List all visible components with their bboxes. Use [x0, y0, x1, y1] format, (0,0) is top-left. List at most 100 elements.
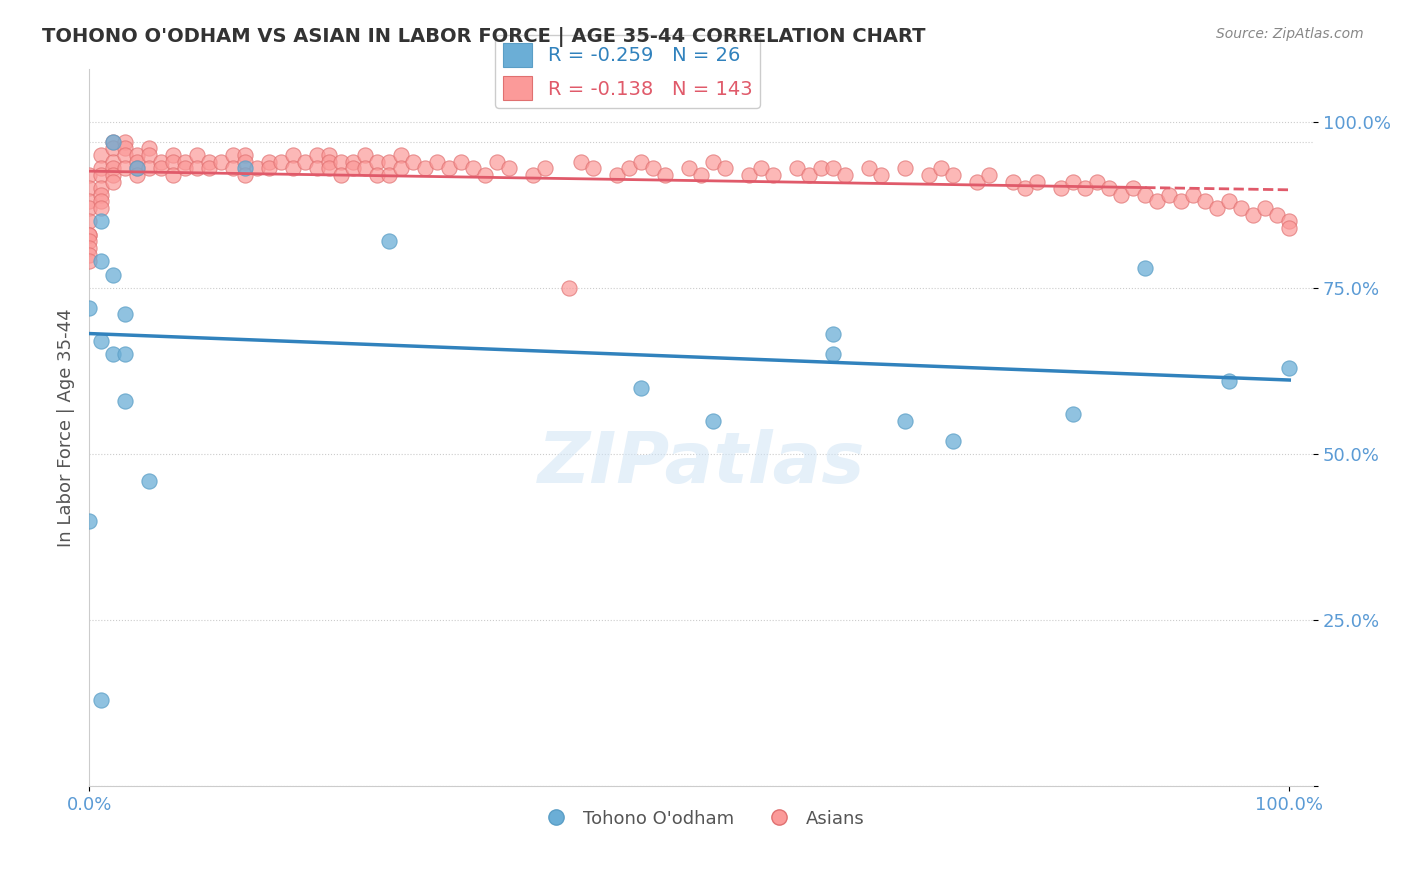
Point — [77, 235, 100, 249]
Point — [90, 161, 112, 176]
Point — [114, 347, 136, 361]
Point — [77, 241, 100, 255]
Point — [101, 154, 124, 169]
Point — [1062, 175, 1084, 189]
Point — [233, 168, 256, 182]
Point — [114, 393, 136, 408]
Point — [534, 161, 557, 176]
Point — [114, 148, 136, 162]
Point — [114, 141, 136, 155]
Point — [101, 168, 124, 182]
Point — [762, 168, 785, 182]
Point — [114, 308, 136, 322]
Text: TOHONO O'ODHAM VS ASIAN IN LABOR FORCE | AGE 35-44 CORRELATION CHART: TOHONO O'ODHAM VS ASIAN IN LABOR FORCE |… — [42, 27, 925, 46]
Point — [522, 168, 544, 182]
Point — [1109, 187, 1132, 202]
Point — [138, 161, 160, 176]
Point — [77, 181, 100, 195]
Point — [1074, 181, 1097, 195]
Point — [1098, 181, 1121, 195]
Point — [125, 154, 148, 169]
Point — [979, 168, 1001, 182]
Point — [330, 154, 353, 169]
Point — [366, 154, 388, 169]
Point — [630, 154, 652, 169]
Point — [101, 175, 124, 189]
Point — [257, 161, 280, 176]
Point — [918, 168, 941, 182]
Text: Source: ZipAtlas.com: Source: ZipAtlas.com — [1216, 27, 1364, 41]
Point — [90, 214, 112, 228]
Point — [569, 154, 592, 169]
Point — [125, 161, 148, 176]
Point — [366, 168, 388, 182]
Point — [823, 327, 845, 342]
Point — [77, 301, 100, 315]
Point — [1206, 201, 1229, 215]
Point — [233, 154, 256, 169]
Point — [1014, 181, 1036, 195]
Point — [222, 161, 245, 176]
Point — [354, 148, 377, 162]
Point — [101, 135, 124, 149]
Point — [281, 148, 304, 162]
Point — [90, 334, 112, 348]
Point — [738, 168, 761, 182]
Point — [894, 414, 917, 428]
Point — [125, 148, 148, 162]
Point — [174, 154, 197, 169]
Point — [138, 474, 160, 488]
Legend: Tohono O'odham, Asians: Tohono O'odham, Asians — [530, 803, 872, 835]
Point — [858, 161, 880, 176]
Point — [138, 141, 160, 155]
Point — [307, 148, 329, 162]
Point — [1194, 194, 1216, 209]
Point — [246, 161, 269, 176]
Point — [318, 154, 340, 169]
Point — [101, 141, 124, 155]
Point — [114, 135, 136, 149]
Point — [966, 175, 988, 189]
Point — [342, 154, 364, 169]
Point — [678, 161, 700, 176]
Point — [101, 268, 124, 282]
Point — [402, 154, 425, 169]
Point — [101, 135, 124, 149]
Point — [1182, 187, 1205, 202]
Point — [198, 154, 221, 169]
Point — [162, 154, 184, 169]
Point — [1278, 221, 1301, 235]
Point — [799, 168, 821, 182]
Point — [318, 148, 340, 162]
Point — [1170, 194, 1192, 209]
Point — [1159, 187, 1181, 202]
Point — [1254, 201, 1277, 215]
Point — [186, 161, 208, 176]
Point — [90, 254, 112, 268]
Point — [378, 154, 401, 169]
Point — [474, 168, 496, 182]
Point — [1218, 194, 1240, 209]
Point — [1026, 175, 1049, 189]
Point — [162, 148, 184, 162]
Point — [150, 161, 173, 176]
Point — [114, 161, 136, 176]
Point — [198, 161, 221, 176]
Point — [125, 161, 148, 176]
Point — [1265, 208, 1288, 222]
Point — [90, 148, 112, 162]
Point — [654, 168, 676, 182]
Point — [342, 161, 364, 176]
Point — [330, 168, 353, 182]
Point — [1135, 260, 1157, 275]
Point — [1122, 181, 1144, 195]
Point — [1135, 187, 1157, 202]
Point — [1146, 194, 1168, 209]
Point — [1278, 360, 1301, 375]
Point — [486, 154, 509, 169]
Point — [834, 168, 856, 182]
Point — [90, 187, 112, 202]
Point — [582, 161, 605, 176]
Point — [823, 347, 845, 361]
Point — [354, 161, 377, 176]
